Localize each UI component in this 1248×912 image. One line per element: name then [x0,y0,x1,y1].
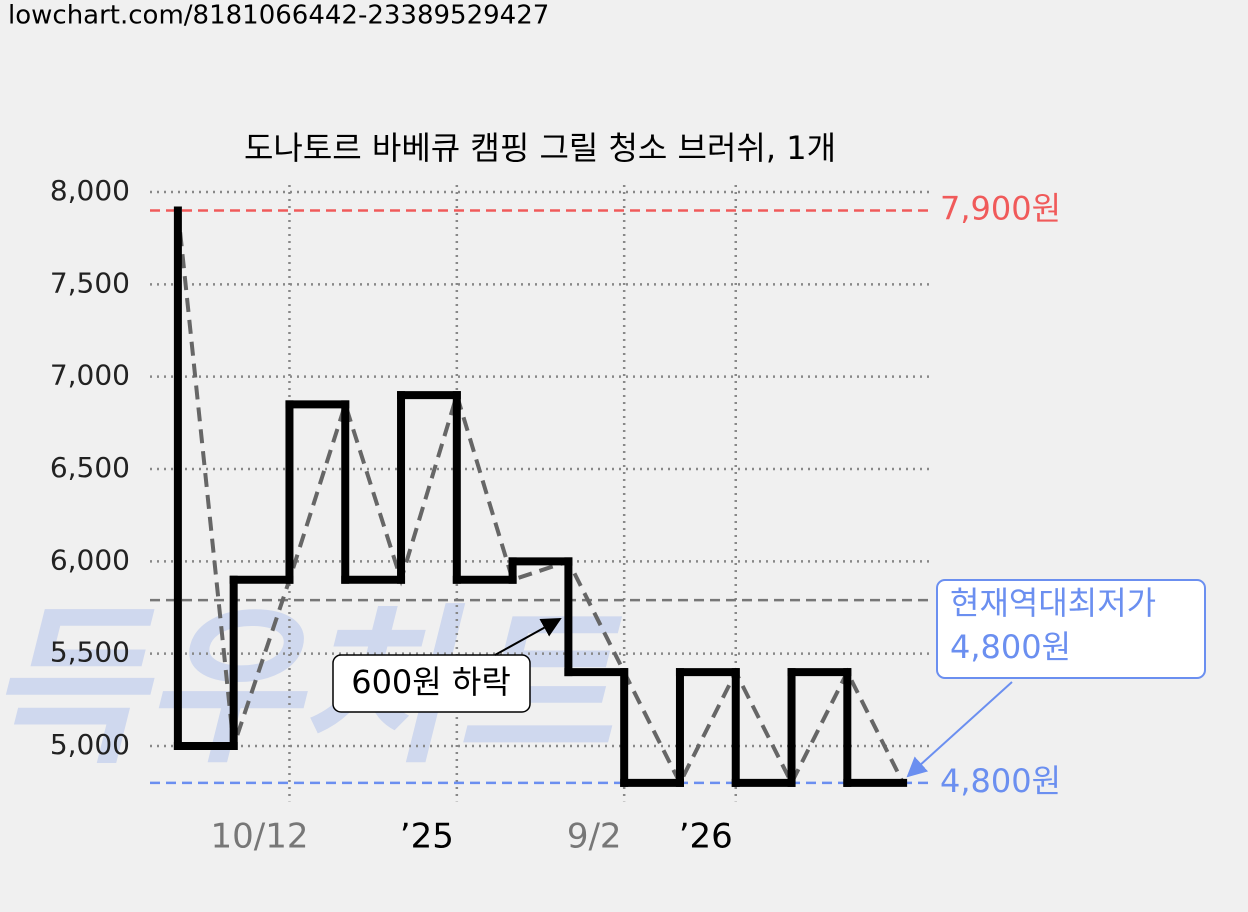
y-tick-label: 5,000 [50,728,130,761]
max-line-label: 7,900원 [940,189,1061,227]
y-tick-label: 8,000 [50,174,130,207]
start-point [175,208,180,213]
annotations: 현재역대최저가 4,800원 600원 하락 [332,579,1206,778]
grid: 5,000 5,500 6,000 6,500 7,000 7,500 8,000 10/12… [50,174,931,857]
x-tick-label: 9/2 [567,817,622,857]
annotation-text: 600원 하락 [351,663,511,701]
marks: 7,900원 4,800원 [150,189,1061,800]
annotation-text: 현재역대최저가 [950,584,1156,622]
x-tick-label: ’26 [679,817,733,857]
y-tick-label: 7,500 [50,266,130,299]
annotation-text: 4,800원 [950,628,1071,666]
y-tick-label: 7,000 [50,359,130,392]
annotation-box [332,654,531,713]
y-tick-label: 6,500 [50,451,130,484]
annotation-arrow [494,618,562,656]
annotation-arrow [906,681,1013,778]
y-tick-label: 6,000 [50,543,130,576]
x-tick-label: 10/12 [210,817,308,857]
y-tick-label: 5,500 [50,636,130,669]
header-url: lowchart.com/8181066442-23389529427 [8,1,549,31]
trend-line [175,210,905,788]
x-tick-label: ’25 [400,817,454,857]
annotation-box [936,579,1206,679]
chart-title: 도나토르 바베큐 캠핑 그릴 청소 브러쉬, 1개 [244,129,836,167]
min-line-label: 4,800원 [940,762,1061,800]
